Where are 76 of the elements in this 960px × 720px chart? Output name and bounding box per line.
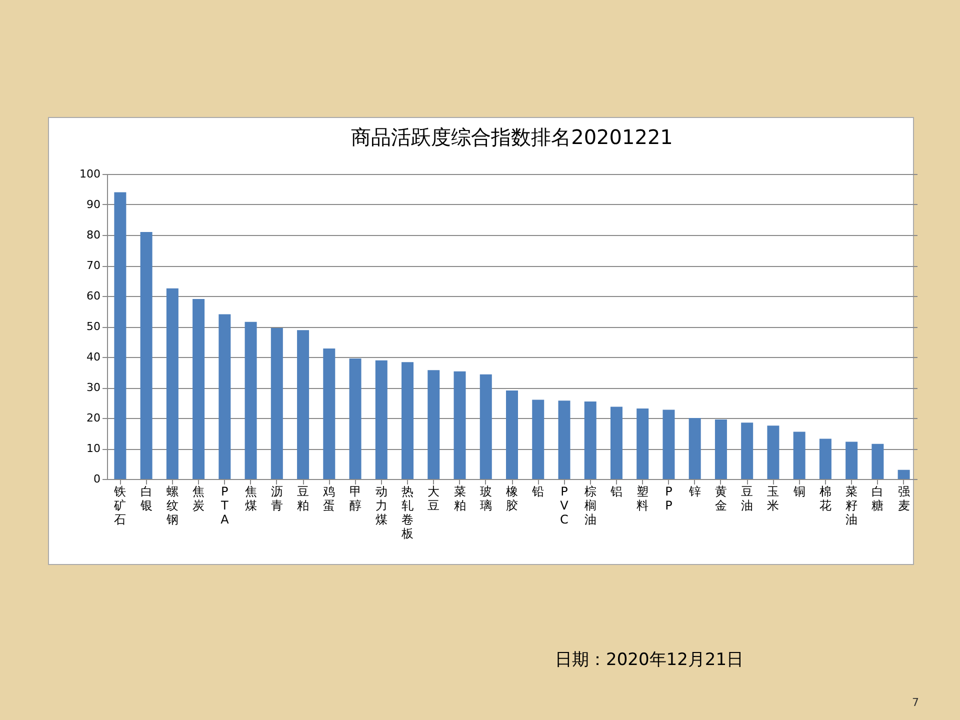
bar <box>819 438 832 479</box>
x-tick-label: 豆油 <box>741 484 754 512</box>
bar <box>323 348 336 479</box>
y-tick-label: 90 <box>86 198 100 211</box>
x-tick-label: 塑料 <box>636 484 649 512</box>
x-tick-label: 玉米 <box>767 484 780 512</box>
x-tick-label: 铁矿石 <box>113 484 126 526</box>
y-tick-label: 20 <box>86 412 100 424</box>
x-tick-label: 锌 <box>688 484 701 498</box>
y-tick-label: 50 <box>86 320 100 333</box>
text: 7 <box>912 696 919 709</box>
x-tick-label: 豆粕 <box>297 484 310 512</box>
bar <box>349 358 362 479</box>
bar <box>506 390 518 479</box>
x-tick-label: PTA <box>220 484 230 526</box>
bar <box>584 402 596 479</box>
bar <box>688 418 701 479</box>
y-tick-label: 10 <box>86 442 100 455</box>
x-tick-label: 鸡蛋 <box>322 484 336 512</box>
y-tick-label: 70 <box>86 259 100 272</box>
x-tick-label: 大豆 <box>428 484 440 512</box>
y-tick-label: 100 <box>80 168 100 180</box>
x-tick-label: 橡胶 <box>506 484 518 512</box>
bar <box>898 470 910 479</box>
y-tick-label: 80 <box>86 228 100 242</box>
bar <box>846 442 858 479</box>
x-tick-label: 动力煤 <box>375 484 388 526</box>
bar <box>140 232 152 479</box>
x-tick-label: 强麦 <box>898 484 910 512</box>
bar <box>297 330 310 479</box>
x-tick-label: 沥青 <box>270 484 283 512</box>
bar <box>270 328 283 479</box>
x-tick-label: 棕榈油 <box>584 484 596 526</box>
x-tick-label: 菜粕 <box>454 484 466 512</box>
x-tick-label: 铜 <box>792 484 806 498</box>
x-tick-label: 玻璃 <box>480 484 492 512</box>
bar <box>114 192 126 479</box>
bar <box>244 322 257 479</box>
y-tick-label: 30 <box>86 381 100 394</box>
bar <box>793 432 806 479</box>
bar <box>166 288 178 479</box>
bar <box>454 371 466 479</box>
x-tick-label: 焦煤 <box>244 484 257 512</box>
x-tick-label: PP <box>665 484 672 512</box>
x-tick-label: 焦炭 <box>192 484 205 512</box>
bar <box>558 400 570 479</box>
bar <box>767 426 780 479</box>
bar <box>610 406 622 479</box>
chart-title: 商品活跃度综合指数排名20201221 <box>351 125 673 149</box>
y-tick-label: 60 <box>86 290 100 302</box>
x-tick-label: 棉花 <box>819 484 832 512</box>
x-tick-label: 铅 <box>531 484 544 498</box>
x-tick-label: 白糖 <box>872 484 884 512</box>
bar <box>480 374 492 479</box>
x-tick-label: 螺纹钢 <box>165 484 178 526</box>
bar <box>192 299 205 479</box>
x-tick-label: PVC <box>560 484 570 526</box>
bar <box>741 422 754 479</box>
x-tick-label: 铝 <box>609 484 622 498</box>
bar <box>218 314 231 479</box>
bar <box>402 362 414 479</box>
bar <box>428 370 440 479</box>
y-tick-label: 40 <box>86 350 100 364</box>
x-tick-label: 黄金 <box>714 484 727 512</box>
bar <box>375 360 388 479</box>
y-tick-label: 0 <box>94 472 100 486</box>
x-tick-label: 热轧卷板 <box>400 484 414 540</box>
text: 日期：2020年12月21日 <box>555 649 744 671</box>
x-tick-label: 菜籽油 <box>846 484 858 526</box>
x-tick-label: 白银 <box>139 484 152 512</box>
bar <box>636 408 649 479</box>
bar <box>872 444 884 479</box>
bar <box>532 400 544 479</box>
bar <box>714 420 727 479</box>
x-tick-label: 甲醇 <box>349 484 362 512</box>
bar <box>662 410 675 479</box>
